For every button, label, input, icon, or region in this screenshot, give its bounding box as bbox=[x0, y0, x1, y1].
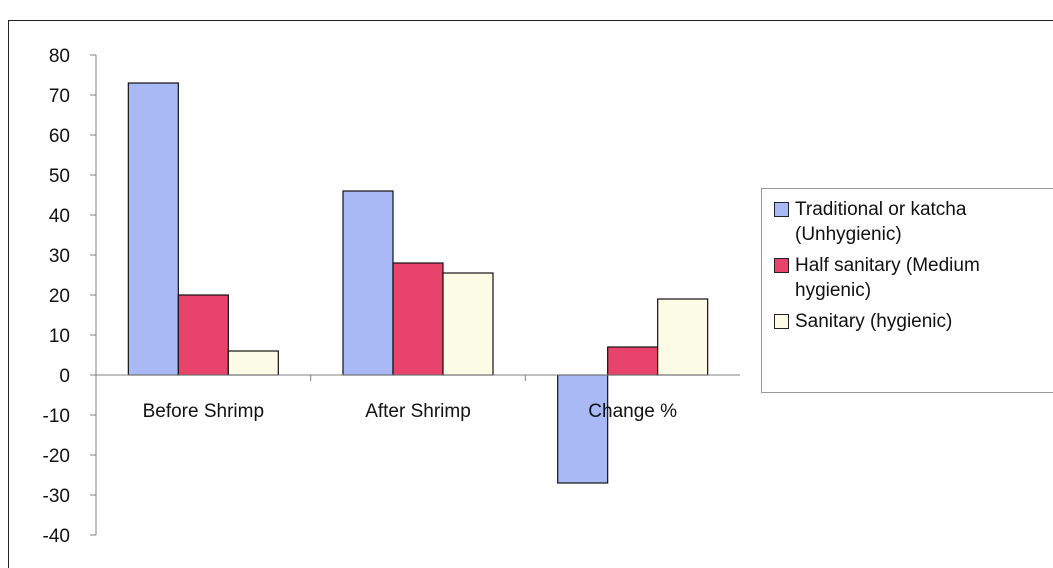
legend-item-traditional: Traditional or katcha (Unhygienic) bbox=[774, 197, 1053, 247]
y-tick-label: 0 bbox=[59, 366, 70, 387]
x-tick-label: Before Shrimp bbox=[143, 401, 264, 422]
y-tick-label: 30 bbox=[49, 246, 70, 267]
legend-swatch-sanitary bbox=[774, 314, 789, 329]
bar bbox=[442, 272, 494, 376]
legend-swatch-traditional bbox=[774, 202, 789, 217]
legend-label-traditional: Traditional or katcha (Unhygienic) bbox=[795, 199, 967, 245]
bar bbox=[342, 190, 394, 376]
legend-label-sanitary: Sanitary (hygienic) bbox=[795, 311, 953, 332]
legend-swatch-half-sanitary bbox=[774, 258, 789, 273]
bar bbox=[607, 346, 659, 376]
bars bbox=[127, 82, 709, 484]
y-tick-label: 70 bbox=[49, 86, 70, 107]
y-tick-label: -10 bbox=[43, 406, 70, 427]
bar bbox=[177, 294, 229, 376]
legend-label-half-sanitary: Half sanitary (Medium hygienic) bbox=[795, 255, 980, 301]
x-axis: Before Shrimp After Shrimp Change % bbox=[96, 374, 740, 422]
bar bbox=[227, 350, 279, 376]
y-tick-label: 80 bbox=[49, 46, 70, 67]
y-tick-label: 50 bbox=[49, 166, 70, 187]
y-axis: 80 70 60 50 40 30 20 10 0 -10 -20 -30 -40 bbox=[43, 46, 97, 547]
x-tick-label: After Shrimp bbox=[365, 401, 471, 422]
y-tick-label: 20 bbox=[49, 286, 70, 307]
y-tick-label: -30 bbox=[43, 486, 70, 507]
bar bbox=[392, 262, 444, 376]
y-tick-label: -40 bbox=[43, 526, 70, 547]
bar bbox=[657, 298, 709, 376]
legend-item-half-sanitary: Half sanitary (Medium hygienic) bbox=[774, 253, 1053, 303]
y-tick-label: 60 bbox=[49, 126, 70, 147]
y-tick-label: 10 bbox=[49, 326, 70, 347]
x-tick-label: Change % bbox=[588, 401, 677, 422]
bar bbox=[127, 82, 179, 376]
y-tick-label: 40 bbox=[49, 206, 70, 227]
legend: Traditional or katcha (Unhygienic) Half … bbox=[761, 188, 1053, 393]
y-tick-label: -20 bbox=[43, 446, 70, 467]
bar bbox=[557, 374, 609, 484]
legend-item-sanitary: Sanitary (hygienic) bbox=[774, 309, 1053, 334]
